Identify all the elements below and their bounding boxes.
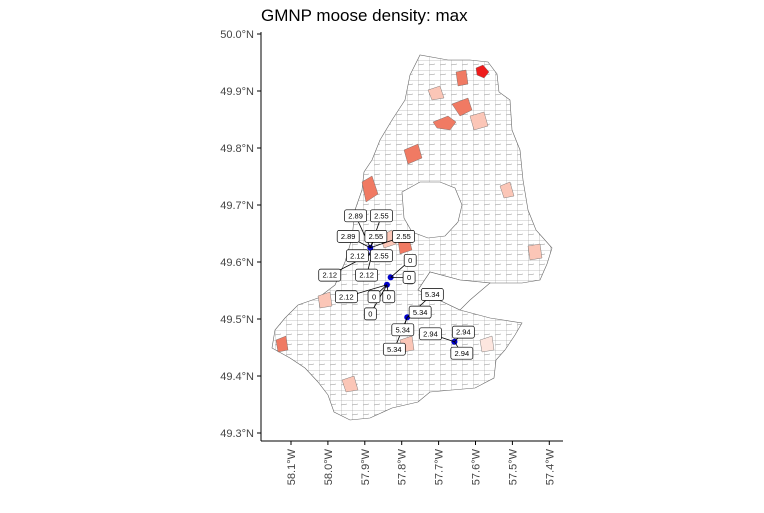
density-cell [275,335,289,353]
density-cell [455,69,469,87]
density-label-text: 2.94 [423,329,438,338]
density-labels: 2.89 2.55 2.89 2.55 2.55 2.12 2.55 0 2.12 2.12 0 5.… [318,209,475,360]
density-label-text: 2.94 [456,328,471,337]
x-tick-label: 57.4°W [544,448,556,485]
density-label-text: 5.34 [396,325,411,334]
density-label-text: 2.55 [374,251,389,260]
lake [401,181,463,239]
density-label-box [403,253,417,267]
x-tick-label: 58.0°W [323,448,335,485]
density-label-text: 5.34 [413,308,428,317]
density-label-text: 0 [368,309,372,318]
density-label-text: 2.94 [455,349,470,358]
density-cell [341,375,359,393]
density-label-box [336,230,360,243]
x-tick-label: 57.7°W [434,448,446,485]
density-label-text: 0 [407,273,411,282]
density-label-box [392,230,415,243]
y-tick-label: 49.9°N [220,86,254,98]
x-tick-label: 58.1°W [286,448,298,485]
density-label-box [419,327,442,341]
density-label-box [370,209,393,223]
density-label-box [363,307,377,321]
density-label-text: 0 [372,292,376,301]
density-label-text: 2.55 [396,232,411,241]
density-label-text: 5.34 [425,290,440,299]
density-label-text: 5.34 [387,345,402,354]
density-cell [499,181,515,199]
density-label-box [420,288,444,301]
density-label-box [450,346,474,360]
y-tick-label: 49.5°N [220,314,254,326]
density-label-box [335,290,358,304]
density-label-box [451,325,475,339]
y-tick-label: 49.4°N [220,371,254,383]
density-cell [361,175,379,203]
y-tick-label: 50.0°N [220,29,254,41]
density-label-box [391,323,415,337]
density-label-box [402,271,416,284]
density-label-text: 2.89 [341,232,356,241]
density-label-text: 0 [387,292,391,301]
density-label-box [382,342,406,356]
density-cell [469,111,489,131]
density-label-box [364,230,388,243]
y-tick-label: 49.8°N [220,143,254,155]
density-label-box [367,290,381,304]
x-tick-label: 57.6°W [471,448,483,485]
density-cell [475,64,490,79]
density-label-box [318,268,342,282]
density-cell [527,243,543,261]
density-label-box [370,249,393,263]
density-label-text: 0 [408,256,412,265]
high-density-cells [275,64,543,393]
density-label-box [408,305,432,319]
density-cell [451,97,473,117]
density-label-box [344,209,367,223]
x-axis: 58.1°W 58.0°W 57.9°W 57.8°W 57.7°W 57.6°W 57.5… [261,440,563,485]
density-cell [403,143,423,165]
map-title: GMNP moose density: max [261,6,468,25]
density-label-box [382,290,396,304]
density-label-box [355,268,378,282]
coast-inlet [417,271,491,311]
x-tick-label: 57.5°W [507,448,519,485]
density-label-text: 2.55 [374,211,389,220]
density-label-text: 2.12 [350,251,365,260]
density-label-text: 2.55 [369,232,384,241]
density-label-text: 2.89 [348,211,363,220]
density-cell [479,335,495,353]
density-label-text: 2.12 [339,292,354,301]
density-cell [317,291,333,309]
y-tick-label: 49.3°N [220,428,254,440]
density-cell [432,115,457,131]
density-label-box [346,249,369,263]
density-label-text: 2.12 [359,271,374,280]
y-ticks: 49.3°N 49.4°N 49.5°N 49.6°N 49.7°N 49.8°N 49.9… [220,29,261,440]
y-tick-label: 49.7°N [220,200,254,212]
y-tick-label: 49.6°N [220,257,254,269]
density-cell [427,85,445,101]
x-ticks: 58.1°W 58.0°W 57.9°W 57.8°W 57.7°W 57.6°W 57.5… [286,441,556,485]
density-label-text: 2.12 [322,271,337,280]
y-axis: 49.3°N 49.4°N 49.5°N 49.6°N 49.7°N 49.8°N 49.9… [220,29,262,441]
x-tick-label: 57.9°W [360,448,372,485]
x-tick-label: 57.8°W [397,448,409,485]
